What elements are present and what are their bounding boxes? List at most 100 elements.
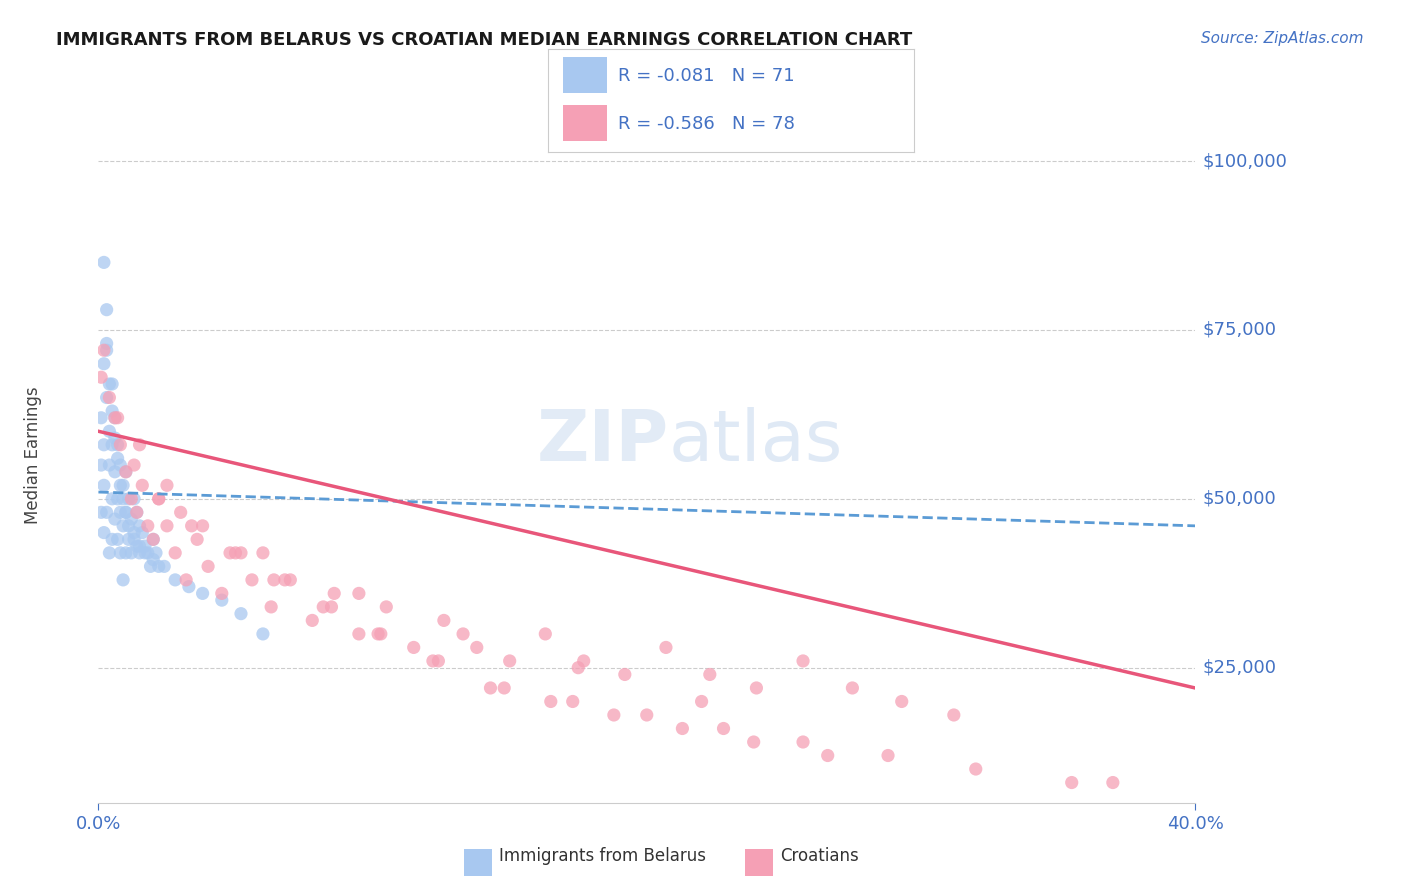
Point (142, 533, 165, 547)
Point (170, 505, 193, 519)
Point (107, 533, 129, 547)
Point (101, 438, 124, 452)
Point (312, 599, 335, 614)
Point (122, 525, 145, 540)
Point (347, 627, 370, 641)
Text: R = -0.081   N = 71: R = -0.081 N = 71 (617, 67, 794, 85)
Point (494, 681, 516, 695)
Point (180, 519, 202, 533)
Point (96, 505, 118, 519)
Point (120, 491, 142, 506)
Point (186, 533, 208, 547)
Point (98, 458, 121, 472)
Point (274, 573, 297, 587)
Point (156, 478, 179, 492)
Point (107, 491, 129, 506)
Point (107, 410, 129, 425)
Point (122, 491, 145, 506)
Point (240, 573, 263, 587)
Point (148, 491, 170, 506)
Point (540, 694, 562, 708)
Point (112, 478, 135, 492)
Point (112, 519, 135, 533)
Point (93, 525, 115, 540)
Point (101, 491, 124, 506)
Point (165, 546, 187, 560)
Point (211, 593, 233, 607)
Text: atlas: atlas (669, 407, 844, 475)
Point (117, 533, 139, 547)
Point (110, 546, 132, 560)
Point (433, 614, 456, 628)
Point (104, 465, 127, 479)
Point (145, 546, 167, 560)
Point (93, 343, 115, 358)
Text: IMMIGRANTS FROM BELARUS VS CROATIAN MEDIAN EARNINGS CORRELATION CHART: IMMIGRANTS FROM BELARUS VS CROATIAN MEDI… (56, 31, 912, 49)
Point (890, 694, 912, 708)
FancyBboxPatch shape (562, 57, 607, 93)
Point (125, 539, 148, 553)
Point (120, 546, 142, 560)
Point (117, 491, 139, 506)
Point (301, 614, 323, 628)
Point (479, 681, 502, 695)
Point (561, 694, 583, 708)
Point (792, 735, 814, 749)
Point (191, 519, 214, 533)
Point (115, 505, 138, 519)
Point (567, 661, 589, 675)
Point (174, 573, 197, 587)
Point (745, 681, 768, 695)
Point (451, 627, 474, 641)
Point (142, 533, 165, 547)
Point (93, 478, 115, 492)
Point (572, 654, 595, 668)
Point (134, 539, 156, 553)
Point (107, 438, 129, 452)
Point (427, 654, 450, 668)
Point (1102, 775, 1125, 789)
Point (965, 762, 987, 776)
Point (96, 343, 118, 358)
Point (93, 255, 115, 269)
Point (110, 458, 132, 472)
Point (122, 533, 145, 547)
Point (655, 640, 678, 655)
Text: Immigrants from Belarus: Immigrants from Belarus (499, 847, 706, 865)
Point (280, 573, 302, 587)
Point (690, 694, 713, 708)
Text: $50,000: $50,000 (1202, 490, 1275, 508)
Point (98, 424, 121, 438)
Point (131, 478, 153, 492)
Point (252, 546, 274, 560)
Point (699, 667, 721, 681)
Point (98, 376, 121, 391)
Point (96, 336, 118, 351)
Point (792, 654, 814, 668)
Point (101, 376, 124, 391)
Point (841, 681, 863, 695)
Point (534, 627, 557, 641)
Point (93, 438, 115, 452)
Point (347, 586, 370, 600)
Text: ZIP: ZIP (537, 407, 669, 475)
Point (942, 708, 965, 723)
FancyBboxPatch shape (562, 105, 607, 141)
Point (370, 627, 392, 641)
Point (122, 458, 145, 472)
Point (260, 599, 283, 614)
Point (90, 370, 112, 384)
Point (877, 748, 900, 763)
Point (112, 491, 135, 506)
Point (191, 586, 214, 600)
Point (110, 478, 132, 492)
Point (128, 546, 150, 560)
Point (98, 546, 121, 560)
Point (96, 391, 118, 405)
Point (131, 525, 153, 540)
Point (115, 465, 138, 479)
Point (136, 546, 159, 560)
Point (603, 708, 626, 723)
Point (101, 404, 124, 418)
Text: $100,000: $100,000 (1202, 152, 1286, 170)
